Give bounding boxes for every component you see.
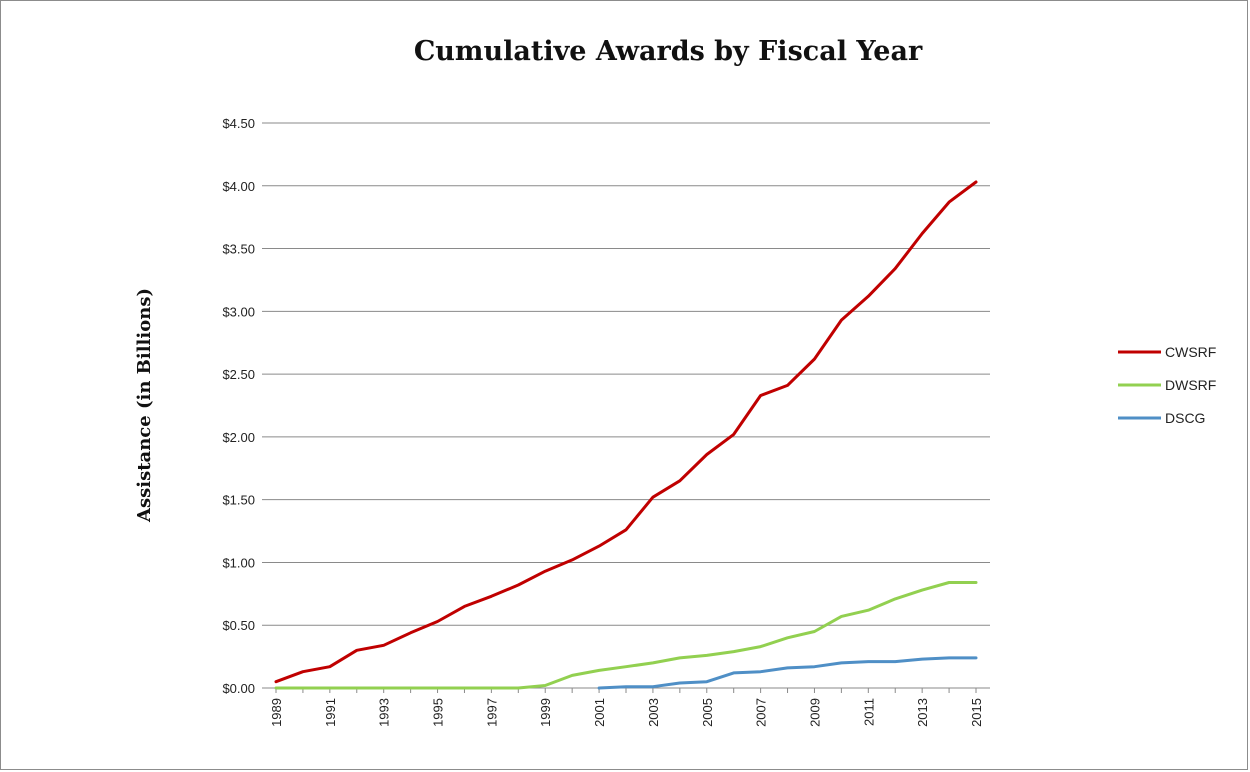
series-line-dscg: [597, 656, 978, 690]
x-axis: 1989 1991 1993 1995 1997 1999 2001 2003 2005 2007…: [262, 687, 990, 727]
series-lines: [274, 180, 978, 690]
y-tick-label: $4.50: [222, 116, 255, 131]
chart-title: Cumulative Awards by Fiscal Year: [414, 36, 923, 67]
x-tick-label: 2013: [915, 698, 930, 727]
series-line-cwsrf: [274, 180, 978, 684]
y-tick-label: $4.00: [222, 179, 255, 194]
x-tick-label: 1997: [484, 698, 499, 727]
gridlines: [262, 122, 990, 689]
y-tick-label: $3.00: [222, 304, 255, 319]
y-tick-label: $2.50: [222, 367, 255, 382]
x-tick-label: 2007: [754, 698, 769, 727]
x-tick-label: 2005: [700, 698, 715, 727]
y-tick-label: $2.00: [222, 430, 255, 445]
series-line-dwsrf: [274, 581, 978, 690]
y-axis-label: Assistance (in Billions): [134, 288, 155, 523]
x-tick-label: 2003: [646, 698, 661, 727]
x-tick-label: 1999: [538, 698, 553, 727]
y-tick-label: $0.00: [222, 681, 255, 696]
x-tick-label: 1991: [323, 698, 338, 727]
x-tick-label: 1993: [377, 698, 392, 727]
y-tick-label: $3.50: [222, 242, 255, 257]
x-tick-label: 2001: [592, 698, 607, 727]
x-tick-label: 1995: [431, 698, 446, 727]
x-tick-label: 2015: [969, 698, 984, 727]
y-axis-ticks: $0.00 $0.50 $1.00 $1.50 $2.00 $2.50 $3.00 $3.50…: [222, 116, 255, 696]
legend-label-cwsrf: CWSRF: [1165, 344, 1216, 360]
x-tick-label: 2009: [807, 698, 822, 727]
y-tick-label: $1.50: [222, 493, 255, 508]
legend-label-dscg: DSCG: [1165, 410, 1205, 426]
y-tick-label: $0.50: [222, 618, 255, 633]
legend: CWSRF DWSRF DSCG: [1118, 344, 1216, 426]
x-tick-label: 1989: [269, 698, 284, 727]
x-tick-label: 2011: [861, 698, 876, 726]
y-tick-label: $1.00: [222, 555, 255, 570]
legend-label-dwsrf: DWSRF: [1165, 377, 1216, 393]
